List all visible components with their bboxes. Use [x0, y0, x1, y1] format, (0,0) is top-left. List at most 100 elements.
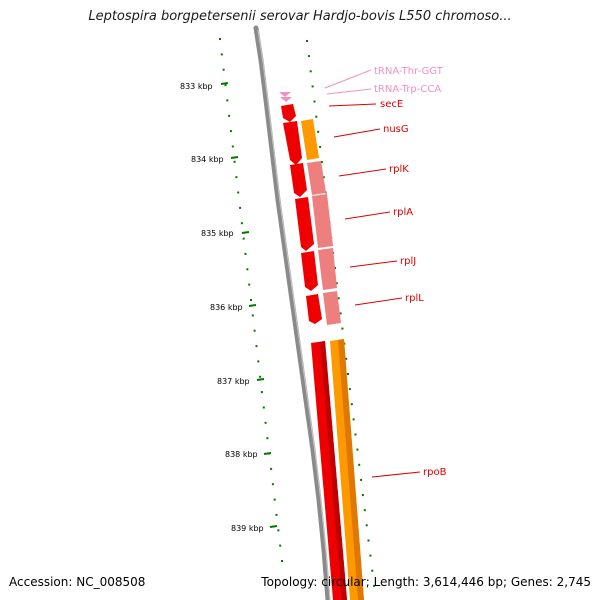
- tick-label: 835 kbp: [201, 229, 234, 238]
- svg-text:rplK: rplK: [389, 164, 409, 175]
- length-value: 3,614,446 bp: [422, 575, 503, 589]
- tick-ring-dot: [271, 483, 274, 486]
- tick-ring-dot: [250, 299, 252, 301]
- tick-ring-dot: [222, 68, 225, 71]
- rplJ-outer: [318, 248, 337, 290]
- gene-label-tRNA-Trp-CCA: tRNA-Trp-CCA: [326, 84, 441, 95]
- tick-ring-dot: [358, 463, 361, 466]
- genes-label: Genes:: [510, 575, 553, 589]
- nusG-outer: [301, 119, 319, 160]
- tick-ring-dot: [319, 145, 322, 148]
- gene-label-rplL: rplL: [354, 293, 424, 306]
- tick-ring-dot: [313, 100, 316, 103]
- accession-value: NC_008508: [76, 575, 146, 589]
- accession-info: Accession: NC_008508: [9, 575, 145, 589]
- tick-ring-dot: [226, 99, 229, 102]
- tick-ring-dot: [275, 513, 278, 516]
- accession-label: Accession:: [9, 575, 73, 589]
- gene-label-tRNA-Thr-GGT: tRNA-Thr-GGT: [324, 66, 444, 89]
- rplK-outer: [307, 161, 326, 195]
- tick-ring-dot: [239, 206, 242, 209]
- rplA-feature: [295, 197, 314, 251]
- tick-ring-dot: [367, 539, 370, 542]
- tick-label: 836 kbp: [210, 303, 243, 312]
- tick-ring-dot: [322, 176, 325, 179]
- tick-ring-dot: [309, 70, 312, 73]
- tick-ring-dot: [279, 544, 282, 547]
- svg-text:rplJ: rplJ: [400, 256, 416, 267]
- tick-ring-dot: [311, 85, 314, 88]
- tick-ring-dot: [281, 560, 283, 562]
- tick-ring-dot: [259, 375, 262, 378]
- tick-ring-dot: [363, 509, 366, 512]
- tick-ring-dot: [264, 421, 267, 424]
- tick-ring-dot: [270, 467, 273, 470]
- rplJ-feature: [301, 251, 318, 291]
- trna-trp-cca-feature: [280, 97, 292, 102]
- length-label: Length:: [373, 575, 420, 589]
- nusG-feature: [283, 121, 302, 165]
- tick-ring-dot: [341, 327, 344, 330]
- tick-ring-dot: [373, 584, 376, 587]
- tick-ring-dot: [251, 314, 254, 317]
- tick-ring-dot: [219, 38, 221, 40]
- tick-ring-dot: [320, 161, 323, 164]
- tick-ring-dot: [235, 176, 238, 179]
- tick-ring-dot: [356, 448, 359, 451]
- tick-ring-dot: [248, 283, 251, 286]
- rpoB-outer-shade: [338, 339, 364, 600]
- tick-ring-dot: [369, 554, 372, 557]
- tick-ring-dot: [365, 524, 368, 527]
- tick-ring-dot: [266, 437, 269, 440]
- tick-ring-dot: [335, 282, 338, 285]
- map-title: Leptospira borgpetersenii serovar Hardjo…: [88, 9, 512, 24]
- genome-backbone: [253, 25, 331, 600]
- tick-label: 833 kbp: [180, 82, 213, 91]
- svg-text:tRNA-Trp-CCA: tRNA-Trp-CCA: [374, 84, 441, 95]
- tick-ring-dot: [233, 160, 236, 163]
- svg-text:rpoB: rpoB: [423, 467, 447, 478]
- genome-summary: Topology: circular; Length: 3,614,446 bp…: [261, 575, 591, 589]
- tick-ring-dot: [253, 329, 256, 332]
- svg-text:rplA: rplA: [393, 207, 413, 218]
- tick-ring-dot: [244, 252, 247, 255]
- tick-836: 836 kbp: [210, 303, 257, 312]
- tick-ring-dot: [277, 529, 280, 532]
- trna-thr-ggt-feature: [279, 92, 291, 97]
- rplL-feature: [306, 294, 322, 324]
- tick-ring-dot: [237, 191, 240, 194]
- tick-ring-dot: [352, 418, 355, 421]
- tick-ring-dot: [273, 498, 276, 501]
- rplK-feature: [290, 163, 307, 197]
- svg-text:rplL: rplL: [405, 293, 424, 304]
- scale-ticks: 833 kbp 834 kbp 835 kbp 836 kbp 837 kbp …: [180, 82, 278, 533]
- svg-text:tRNA-Thr-GGT: tRNA-Thr-GGT: [374, 66, 444, 77]
- tick-label: 837 kbp: [217, 377, 250, 386]
- tick-ring-dot: [228, 114, 231, 117]
- tick-839: 839 kbp: [231, 524, 278, 533]
- tick-ring-dot: [354, 433, 357, 436]
- svg-text:secE: secE: [380, 99, 403, 110]
- tick-ring-dot: [371, 569, 374, 572]
- genes-value: 2,745: [556, 575, 591, 589]
- tick-ring-dot: [345, 357, 348, 360]
- tick-ring-dot: [255, 345, 258, 348]
- tick-ring-dot: [224, 84, 227, 87]
- gene-label-rplJ: rplJ: [349, 256, 416, 268]
- feature-track: [279, 92, 364, 600]
- tick-ring-dot: [231, 145, 234, 148]
- topology-value: circular: [321, 575, 366, 589]
- tick-label: 834 kbp: [191, 155, 224, 164]
- gene-labels: tRNA-Thr-GGT tRNA-Trp-CCA secE nusG rplK…: [324, 66, 447, 478]
- tick-ring-dot: [240, 222, 243, 225]
- tick-ring-dot: [260, 391, 263, 394]
- gene-label-secE: secE: [328, 99, 403, 110]
- tick-ring-dot: [220, 53, 223, 56]
- gene-label-rplA: rplA: [344, 207, 413, 220]
- gene-label-rpoB: rpoB: [371, 467, 447, 478]
- tick-ring-dot: [262, 406, 265, 409]
- tick-ring-dot: [350, 403, 353, 406]
- tick-833: 833 kbp: [180, 82, 229, 91]
